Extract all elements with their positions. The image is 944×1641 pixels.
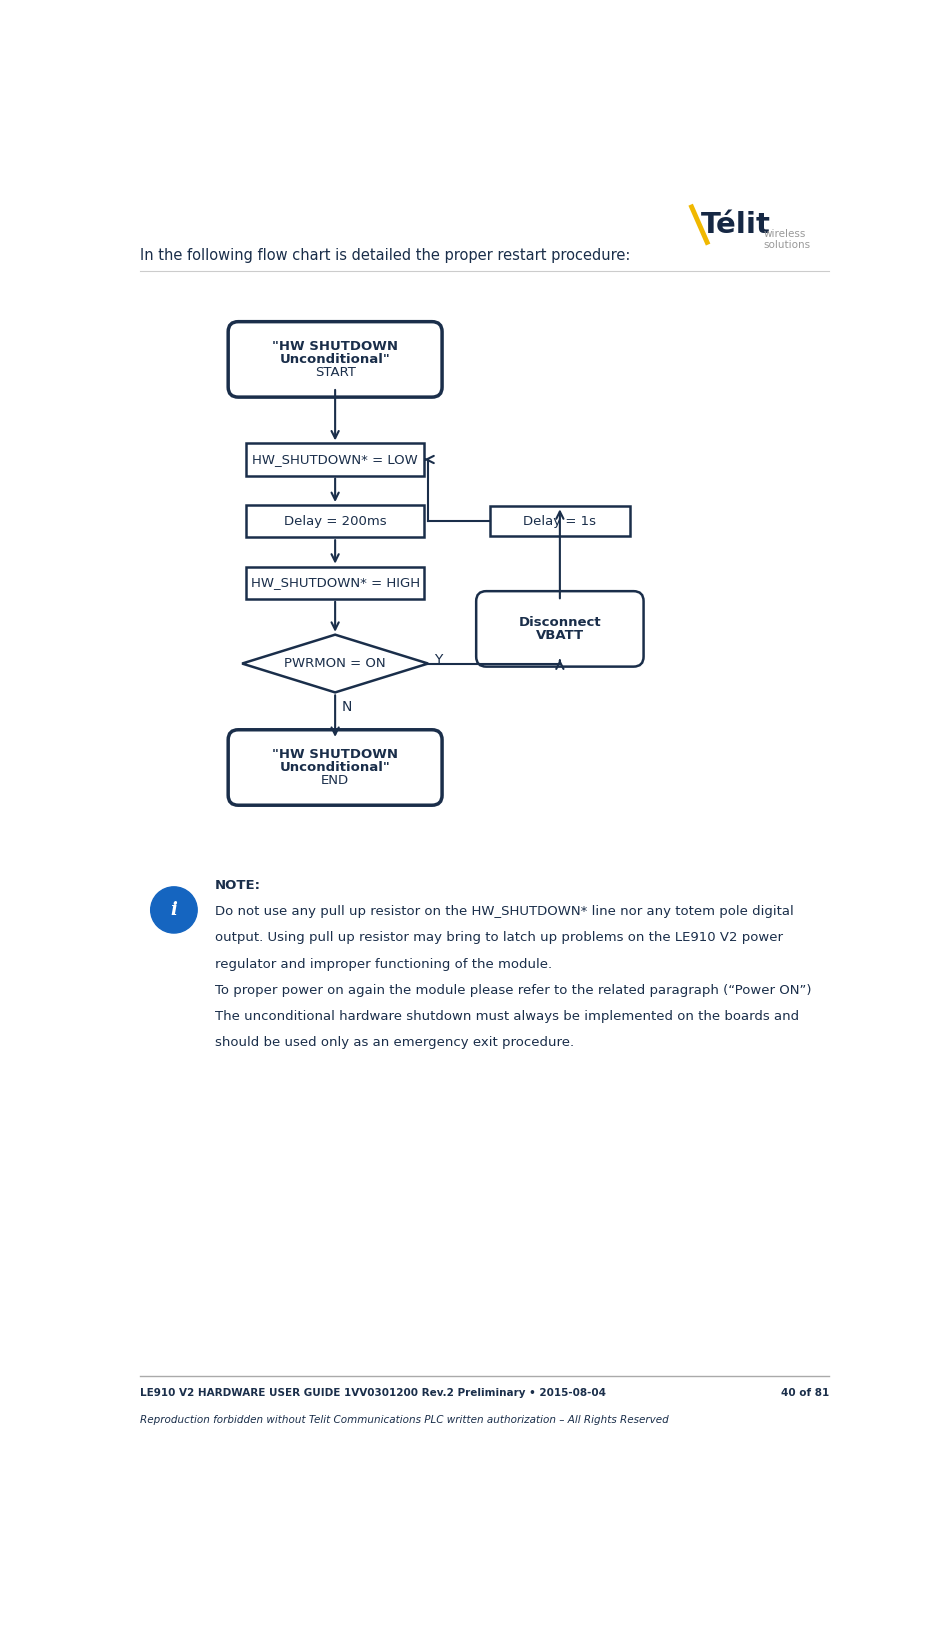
Text: 40 of 81: 40 of 81 (780, 1388, 828, 1398)
Text: The unconditional hardware shutdown must always be implemented on the boards and: The unconditional hardware shutdown must… (215, 1011, 799, 1022)
Text: i: i (170, 901, 177, 919)
Text: "HW SHUTDOWN: "HW SHUTDOWN (272, 340, 397, 353)
Text: END: END (321, 775, 349, 788)
Text: Unconditional": Unconditional" (279, 761, 390, 775)
Text: VBATT: VBATT (535, 629, 583, 642)
Text: Delay = 1s: Delay = 1s (523, 515, 596, 528)
FancyBboxPatch shape (490, 507, 629, 535)
Text: Y: Y (434, 653, 442, 668)
Text: Reproduction forbidden without Telit Communications PLC written authorization – : Reproduction forbidden without Telit Com… (140, 1416, 667, 1426)
Text: Télit: Télit (700, 210, 770, 238)
Text: HW_SHUTDOWN* = HIGH: HW_SHUTDOWN* = HIGH (250, 576, 419, 589)
Text: output. Using pull up resistor may bring to latch up problems on the LE910 V2 po: output. Using pull up resistor may bring… (215, 932, 783, 945)
Polygon shape (242, 635, 428, 693)
Text: Disconnect: Disconnect (518, 615, 600, 629)
Text: HW_SHUTDOWN* = LOW: HW_SHUTDOWN* = LOW (252, 453, 417, 466)
Text: Delay = 200ms: Delay = 200ms (283, 515, 386, 528)
FancyBboxPatch shape (245, 443, 424, 476)
FancyBboxPatch shape (245, 566, 424, 599)
Text: solutions: solutions (763, 241, 810, 251)
FancyBboxPatch shape (245, 505, 424, 537)
Text: should be used only as an emergency exit procedure.: should be used only as an emergency exit… (215, 1035, 574, 1049)
FancyBboxPatch shape (228, 730, 442, 806)
Text: N: N (341, 701, 351, 714)
FancyBboxPatch shape (228, 322, 442, 397)
Text: Unconditional": Unconditional" (279, 353, 390, 366)
Text: In the following flow chart is detailed the proper restart procedure:: In the following flow chart is detailed … (140, 248, 630, 263)
Text: START: START (314, 366, 355, 379)
Text: To proper power on again the module please refer to the related paragraph (“Powe: To proper power on again the module plea… (215, 985, 811, 996)
Text: regulator and improper functioning of the module.: regulator and improper functioning of th… (215, 958, 551, 971)
Text: NOTE:: NOTE: (215, 880, 261, 893)
Text: PWRMON = ON: PWRMON = ON (284, 656, 385, 670)
Circle shape (150, 886, 197, 934)
Text: LE910 V2 HARDWARE USER GUIDE 1VV0301200 Rev.2 Preliminary • 2015-08-04: LE910 V2 HARDWARE USER GUIDE 1VV0301200 … (140, 1388, 605, 1398)
Text: "HW SHUTDOWN: "HW SHUTDOWN (272, 748, 397, 761)
Text: Do not use any pull up resistor on the HW_SHUTDOWN* line nor any totem pole digi: Do not use any pull up resistor on the H… (215, 906, 793, 919)
Text: wireless: wireless (763, 228, 805, 240)
FancyBboxPatch shape (476, 591, 643, 666)
